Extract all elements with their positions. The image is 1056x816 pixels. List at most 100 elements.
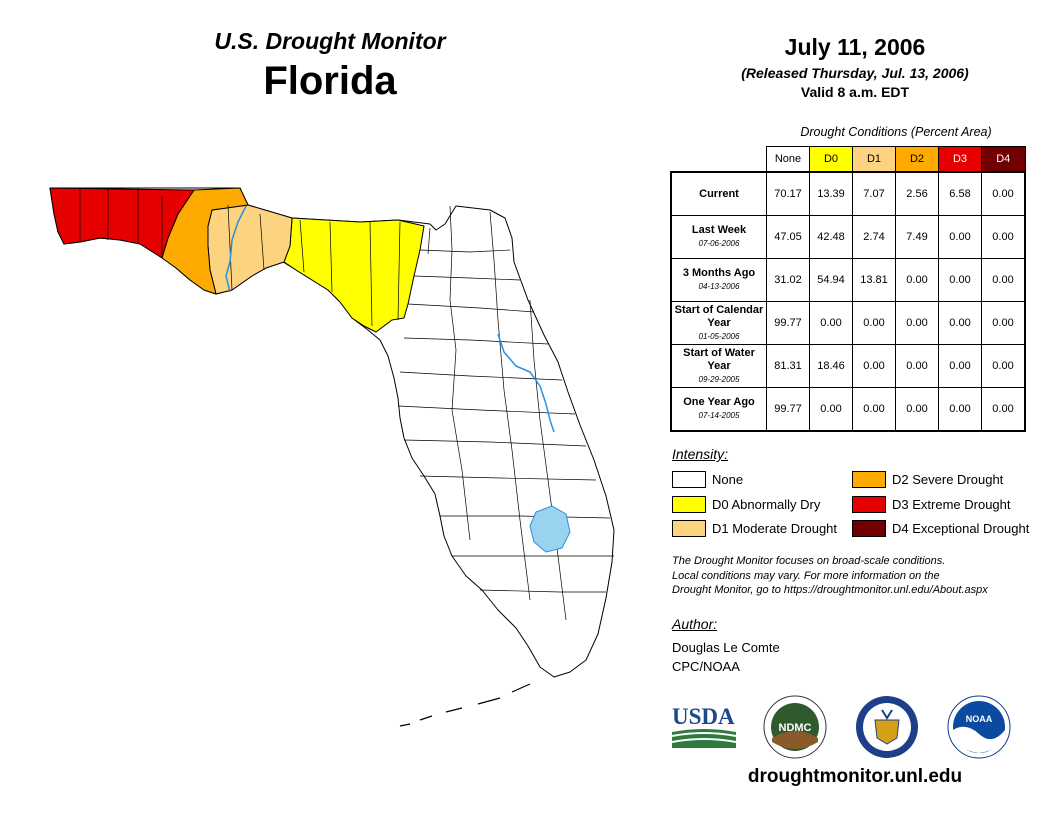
disclaimer-note: The Drought Monitor focuses on broad-sca… bbox=[672, 555, 988, 596]
table-cell: 6.58 bbox=[938, 171, 982, 216]
table-cell: 0.00 bbox=[981, 344, 1026, 388]
col-header-d4: D4 bbox=[981, 146, 1026, 173]
col-header-d1: D1 bbox=[852, 146, 896, 173]
table-cell: 0.00 bbox=[895, 387, 939, 432]
row-label: Start of Calendar Year 01-05-2006 bbox=[670, 301, 767, 345]
table-cell: 70.17 bbox=[766, 171, 810, 216]
noaa-logo: NOAA bbox=[947, 695, 1011, 759]
table-row: One Year Ago 07-14-2005 99.77 0.00 0.00 0.00 0… bbox=[670, 387, 1026, 432]
table-cell: 0.00 bbox=[852, 344, 896, 388]
svg-text:USDA: USDA bbox=[672, 704, 735, 729]
table-cell: 18.46 bbox=[809, 344, 853, 388]
table-cell: 99.77 bbox=[766, 301, 810, 345]
ndmc-logo: NDMC bbox=[763, 695, 827, 759]
row-date: 01-05-2006 bbox=[698, 331, 740, 341]
table-cell: 0.00 bbox=[981, 171, 1026, 216]
table-cell: 2.56 bbox=[895, 171, 939, 216]
col-header-d0: D0 bbox=[809, 146, 853, 173]
region-d1 bbox=[207, 204, 293, 295]
row-label: One Year Ago 07-14-2005 bbox=[670, 387, 767, 432]
table-cell: 0.00 bbox=[981, 215, 1026, 259]
table-cell: 0.00 bbox=[809, 387, 853, 432]
table-cell: 0.00 bbox=[938, 387, 982, 432]
table-cell: 7.49 bbox=[895, 215, 939, 259]
map-date: July 11, 2006 bbox=[784, 34, 926, 60]
region-d3 bbox=[49, 187, 195, 259]
table-cell: 0.00 bbox=[852, 301, 896, 345]
author-org: CPC/NOAA bbox=[672, 659, 740, 674]
table-cell: 0.00 bbox=[938, 301, 982, 345]
table-cell: 0.00 bbox=[981, 258, 1026, 302]
table-row: Start of Calendar Year 01-05-2006 99.77 0.0… bbox=[670, 301, 1026, 345]
county-lines bbox=[79, 188, 614, 621]
col-header-d2: D2 bbox=[895, 146, 939, 173]
legend-item-d4: D4 Exceptional Drought bbox=[852, 520, 1029, 537]
row-date: 09-29-2005 bbox=[698, 374, 740, 384]
florida-drought-map bbox=[49, 187, 615, 727]
legend-item-none: None bbox=[672, 471, 743, 488]
legend-swatch-d1 bbox=[672, 520, 706, 537]
col-header-none: None bbox=[766, 146, 810, 173]
author-title: Author: bbox=[672, 616, 718, 632]
row-label: Start of Water Year 09-29-2005 bbox=[670, 344, 767, 388]
legend-swatch-d0 bbox=[672, 496, 706, 513]
lake-okeechobee bbox=[529, 505, 571, 553]
table-cell: 0.00 bbox=[895, 258, 939, 302]
table-cell: 0.00 bbox=[895, 301, 939, 345]
row-label: 3 Months Ago 04-13-2006 bbox=[670, 258, 767, 302]
row-label: Last Week 07-06-2006 bbox=[670, 215, 767, 259]
commerce-seal-logo bbox=[856, 696, 918, 758]
legend-item-d2: D2 Severe Drought bbox=[852, 471, 1003, 488]
table-cell: 54.94 bbox=[809, 258, 853, 302]
table-cell: 0.00 bbox=[981, 301, 1026, 345]
table-cell: 47.05 bbox=[766, 215, 810, 259]
map-header-right: July 11, 2006 (Released Thursday, Jul. 1… bbox=[720, 34, 990, 100]
table-cell: 7.07 bbox=[852, 171, 896, 216]
table-row: 3 Months Ago 04-13-2006 31.02 54.94 13.81 0.0… bbox=[670, 258, 1026, 302]
row-date: 07-06-2006 bbox=[698, 239, 740, 248]
table-row: Current 70.17 13.39 7.07 2.56 6.58 0.00 bbox=[670, 171, 1026, 216]
table-cell: 0.00 bbox=[981, 387, 1026, 432]
table-cell: 2.74 bbox=[852, 215, 896, 259]
release-date: (Released Thursday, Jul. 13, 2006) bbox=[741, 65, 969, 81]
table-cell: 81.31 bbox=[766, 344, 810, 388]
apalachicola-river bbox=[225, 205, 247, 293]
map-header-left: U.S. Drought Monitor Florida bbox=[160, 28, 500, 104]
col-header-d3: D3 bbox=[938, 146, 982, 173]
table-cell: 0.00 bbox=[895, 344, 939, 388]
usda-logo: USDA bbox=[671, 704, 737, 748]
row-label: Current bbox=[670, 171, 767, 216]
website-url[interactable]: droughtmonitor.unl.edu bbox=[747, 766, 963, 787]
legend-swatch-d3 bbox=[852, 496, 886, 513]
legend-swatch-d2 bbox=[852, 471, 886, 488]
table-cell: 99.77 bbox=[766, 387, 810, 432]
row-date: 04-13-2006 bbox=[698, 282, 740, 291]
table-cell: 0.00 bbox=[809, 301, 853, 345]
svg-text:NOAA: NOAA bbox=[966, 714, 993, 724]
st-johns-river bbox=[497, 333, 555, 433]
legend-item-d1: D1 Moderate Drought bbox=[672, 520, 837, 537]
legend-swatch-none bbox=[672, 471, 706, 488]
map-subtitle: U.S. Drought Monitor bbox=[214, 28, 446, 54]
svg-text:NDMC: NDMC bbox=[779, 722, 812, 734]
row-date: 07-14-2005 bbox=[698, 411, 740, 420]
drought-conditions-table: None D0 D1 D2 D3 D4 Current 70.17 13.39 7.0… bbox=[670, 146, 1026, 432]
author-name: Douglas Le Comte bbox=[672, 640, 780, 655]
table-cell: 0.00 bbox=[938, 344, 982, 388]
table-cell: 13.81 bbox=[852, 258, 896, 302]
table-cell: 0.00 bbox=[938, 215, 982, 259]
table-caption: Drought Conditions (Percent Area) bbox=[800, 125, 992, 139]
region-d0 bbox=[283, 217, 425, 333]
table-cell: 0.00 bbox=[852, 387, 896, 432]
author-block: Douglas Le Comte CPC/NOAA bbox=[672, 638, 780, 676]
table-cell: 13.39 bbox=[809, 171, 853, 216]
table-cell: 42.48 bbox=[809, 215, 853, 259]
legend-swatch-d4 bbox=[852, 520, 886, 537]
florida-keys bbox=[399, 683, 531, 727]
table-row: Start of Water Year 09-29-2005 81.31 18.46 0… bbox=[670, 344, 1026, 388]
table-row: Last Week 07-06-2006 47.05 42.48 2.74 7.49 0.0… bbox=[670, 215, 1026, 259]
table-cell: 0.00 bbox=[938, 258, 982, 302]
valid-time: Valid 8 a.m. EDT bbox=[800, 84, 910, 100]
legend-item-d0: D0 Abnormally Dry bbox=[672, 496, 820, 513]
table-cell: 31.02 bbox=[766, 258, 810, 302]
